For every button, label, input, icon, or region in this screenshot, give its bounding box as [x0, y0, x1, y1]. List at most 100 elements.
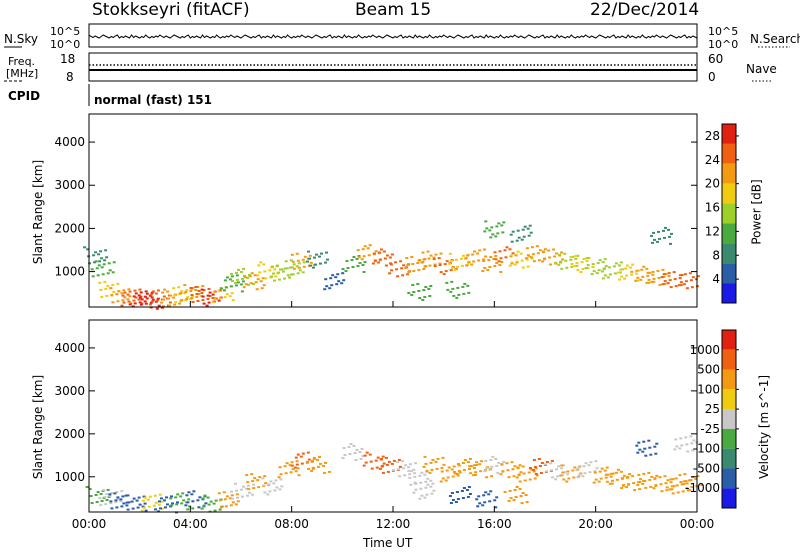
velocity-cell	[462, 487, 466, 489]
velocity-cell	[490, 465, 494, 468]
power-cell	[517, 236, 521, 239]
power-cell	[646, 274, 650, 277]
velocity-cell	[108, 493, 112, 496]
power-cell	[401, 274, 405, 277]
power-cell	[88, 262, 92, 265]
power-cell	[280, 268, 284, 271]
velocity-cell	[289, 471, 293, 474]
velocity-cell	[537, 458, 541, 460]
power-cell	[483, 248, 487, 251]
power-cell	[129, 302, 133, 305]
velocity-cell	[592, 481, 596, 484]
velocity-cell	[609, 475, 613, 478]
velocity-cell	[672, 485, 676, 488]
power-cell	[511, 230, 515, 233]
power-colorbar-swatch	[722, 243, 736, 264]
velocity-cell	[328, 470, 331, 473]
velocity-cell	[488, 500, 492, 503]
power-cell	[554, 261, 558, 264]
velocity-cell	[678, 447, 682, 450]
velocity-cell	[185, 494, 189, 497]
velocity-cell	[191, 507, 195, 510]
power-cell	[144, 290, 148, 293]
power-cell	[570, 265, 574, 268]
velocity-cell	[426, 483, 430, 486]
freq-unit-label: [MHz]	[6, 67, 39, 80]
velocity-cell	[648, 478, 652, 481]
power-cell	[402, 264, 406, 267]
velocity-cell	[376, 456, 380, 459]
power-cell	[450, 266, 454, 269]
velocity-cell	[588, 471, 592, 474]
power-cell	[133, 289, 137, 292]
power-cell	[473, 250, 477, 253]
velocity-cell	[545, 461, 549, 463]
velocity-cell	[106, 489, 110, 491]
velocity-cell	[473, 464, 477, 467]
power-cell	[640, 268, 644, 271]
power-cell	[104, 287, 108, 290]
power-cell	[602, 267, 606, 270]
power-cell	[427, 257, 431, 260]
velocity-cell	[493, 499, 497, 502]
power-cell	[303, 255, 307, 258]
velocity-cell	[513, 489, 517, 491]
power-cell	[236, 281, 240, 284]
velocity-cell	[230, 490, 233, 493]
velocity-cell	[293, 466, 297, 469]
power-cell	[231, 299, 235, 302]
power-cell	[631, 263, 635, 266]
velocity-cell	[382, 462, 386, 465]
power-cell	[582, 258, 586, 260]
power-cell	[678, 277, 682, 280]
power-cell	[476, 252, 480, 255]
power-colorbar-swatch	[722, 124, 736, 144]
power-cell	[462, 292, 466, 295]
velocity-cell	[554, 478, 558, 481]
velocity-cell	[500, 463, 504, 466]
power-cell	[541, 260, 545, 263]
velocity-cell	[256, 479, 260, 482]
power-cell	[284, 260, 288, 263]
velocity-cell	[594, 460, 598, 463]
velocity-cell	[204, 502, 208, 505]
power-cell	[207, 301, 211, 304]
power-cell	[596, 262, 600, 265]
x-tick-label: 20:00	[578, 517, 613, 531]
power-cell	[184, 299, 188, 302]
velocity-cell	[538, 465, 542, 467]
velocity-cell	[159, 507, 162, 510]
power-cell	[162, 295, 166, 298]
velocity-cell	[491, 455, 495, 458]
power-cell	[422, 289, 426, 291]
power-cell	[225, 293, 229, 296]
power-colorbar-frame	[721, 123, 737, 304]
power-cell	[201, 299, 205, 301]
power-cell	[212, 291, 216, 294]
velocity-cell	[468, 465, 472, 468]
power-cell	[422, 258, 426, 261]
power-cell	[172, 296, 176, 299]
velocity-cell	[688, 489, 692, 492]
power-cell	[324, 278, 328, 281]
velocity-cell	[115, 491, 119, 494]
velocity-cell	[403, 474, 407, 477]
velocity-cell	[184, 504, 188, 507]
power-cell	[178, 293, 182, 296]
velocity-cell	[187, 491, 191, 494]
velocity-cell	[288, 464, 292, 467]
velocity-cell	[594, 478, 598, 481]
power-cell	[243, 276, 247, 279]
velocity-cell	[113, 492, 117, 495]
power-cell	[145, 297, 149, 300]
power-cell	[128, 303, 132, 306]
velocity-cell	[647, 471, 651, 474]
power-cell	[324, 261, 327, 264]
power-cell	[219, 287, 223, 290]
power-cell	[498, 250, 502, 253]
velocity-cell	[285, 462, 289, 465]
velocity-cell	[163, 499, 166, 502]
velocity-cell	[85, 486, 89, 488]
power-cell	[107, 262, 111, 265]
power-cell	[145, 292, 149, 295]
